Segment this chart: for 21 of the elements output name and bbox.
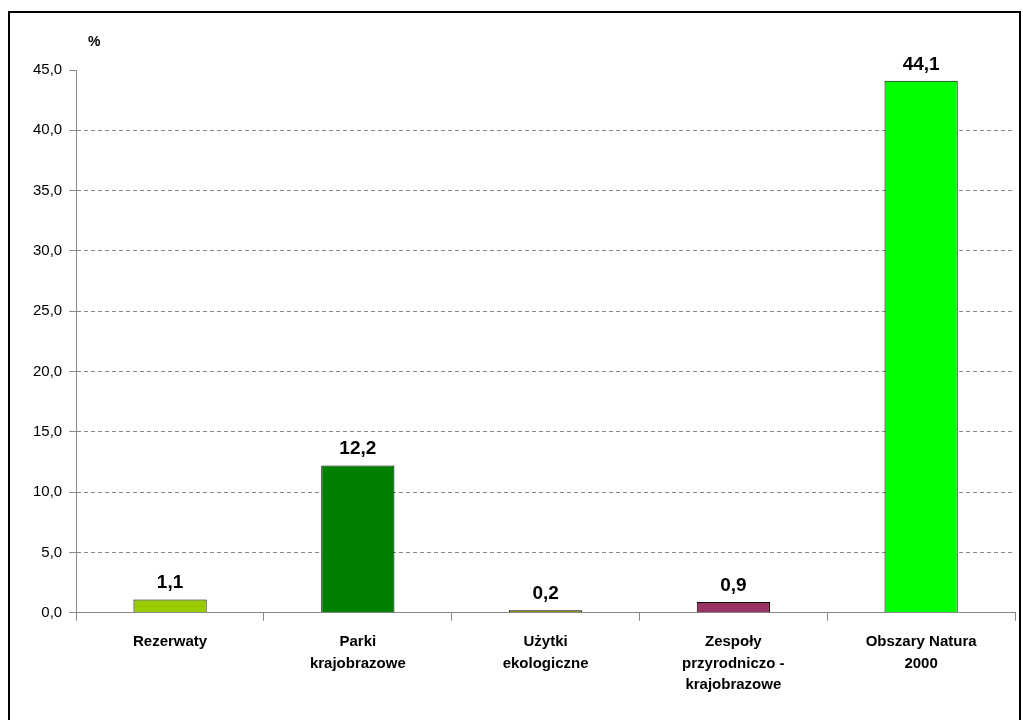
y-tick-label: 45,0 [32, 60, 63, 78]
x-tick-label: Parki krajobrazowe [309, 631, 406, 671]
data-label: 0,2 [532, 582, 559, 604]
data-label: 1,1 [156, 571, 184, 593]
data-label: 44,1 [902, 52, 941, 74]
y-tick-label: 15,0 [32, 421, 63, 439]
y-tick-label: 0,0 [41, 602, 63, 620]
y-tick-label: 20,0 [32, 361, 63, 379]
data-label: 0,9 [720, 573, 747, 595]
data-label: 12,2 [339, 437, 377, 459]
y-tick-label: 35,0 [32, 180, 63, 198]
x-tick-label: Użytki ekologiczne [502, 631, 589, 671]
y-tick-label: 10,0 [32, 482, 63, 500]
y-axis-title: % [87, 32, 101, 49]
x-tick-label: Obszary Natura 2000 [865, 631, 978, 671]
x-tick-label: Rezerwaty [132, 631, 208, 649]
y-tick-label: 5,0 [41, 542, 63, 560]
y-tick-label: 25,0 [32, 301, 63, 319]
x-tick-label: Zespoły przyrodniczo - krajobrazowe [682, 631, 785, 693]
y-tick-label: 30,0 [32, 241, 63, 259]
y-tick-label: 40,0 [32, 120, 63, 138]
